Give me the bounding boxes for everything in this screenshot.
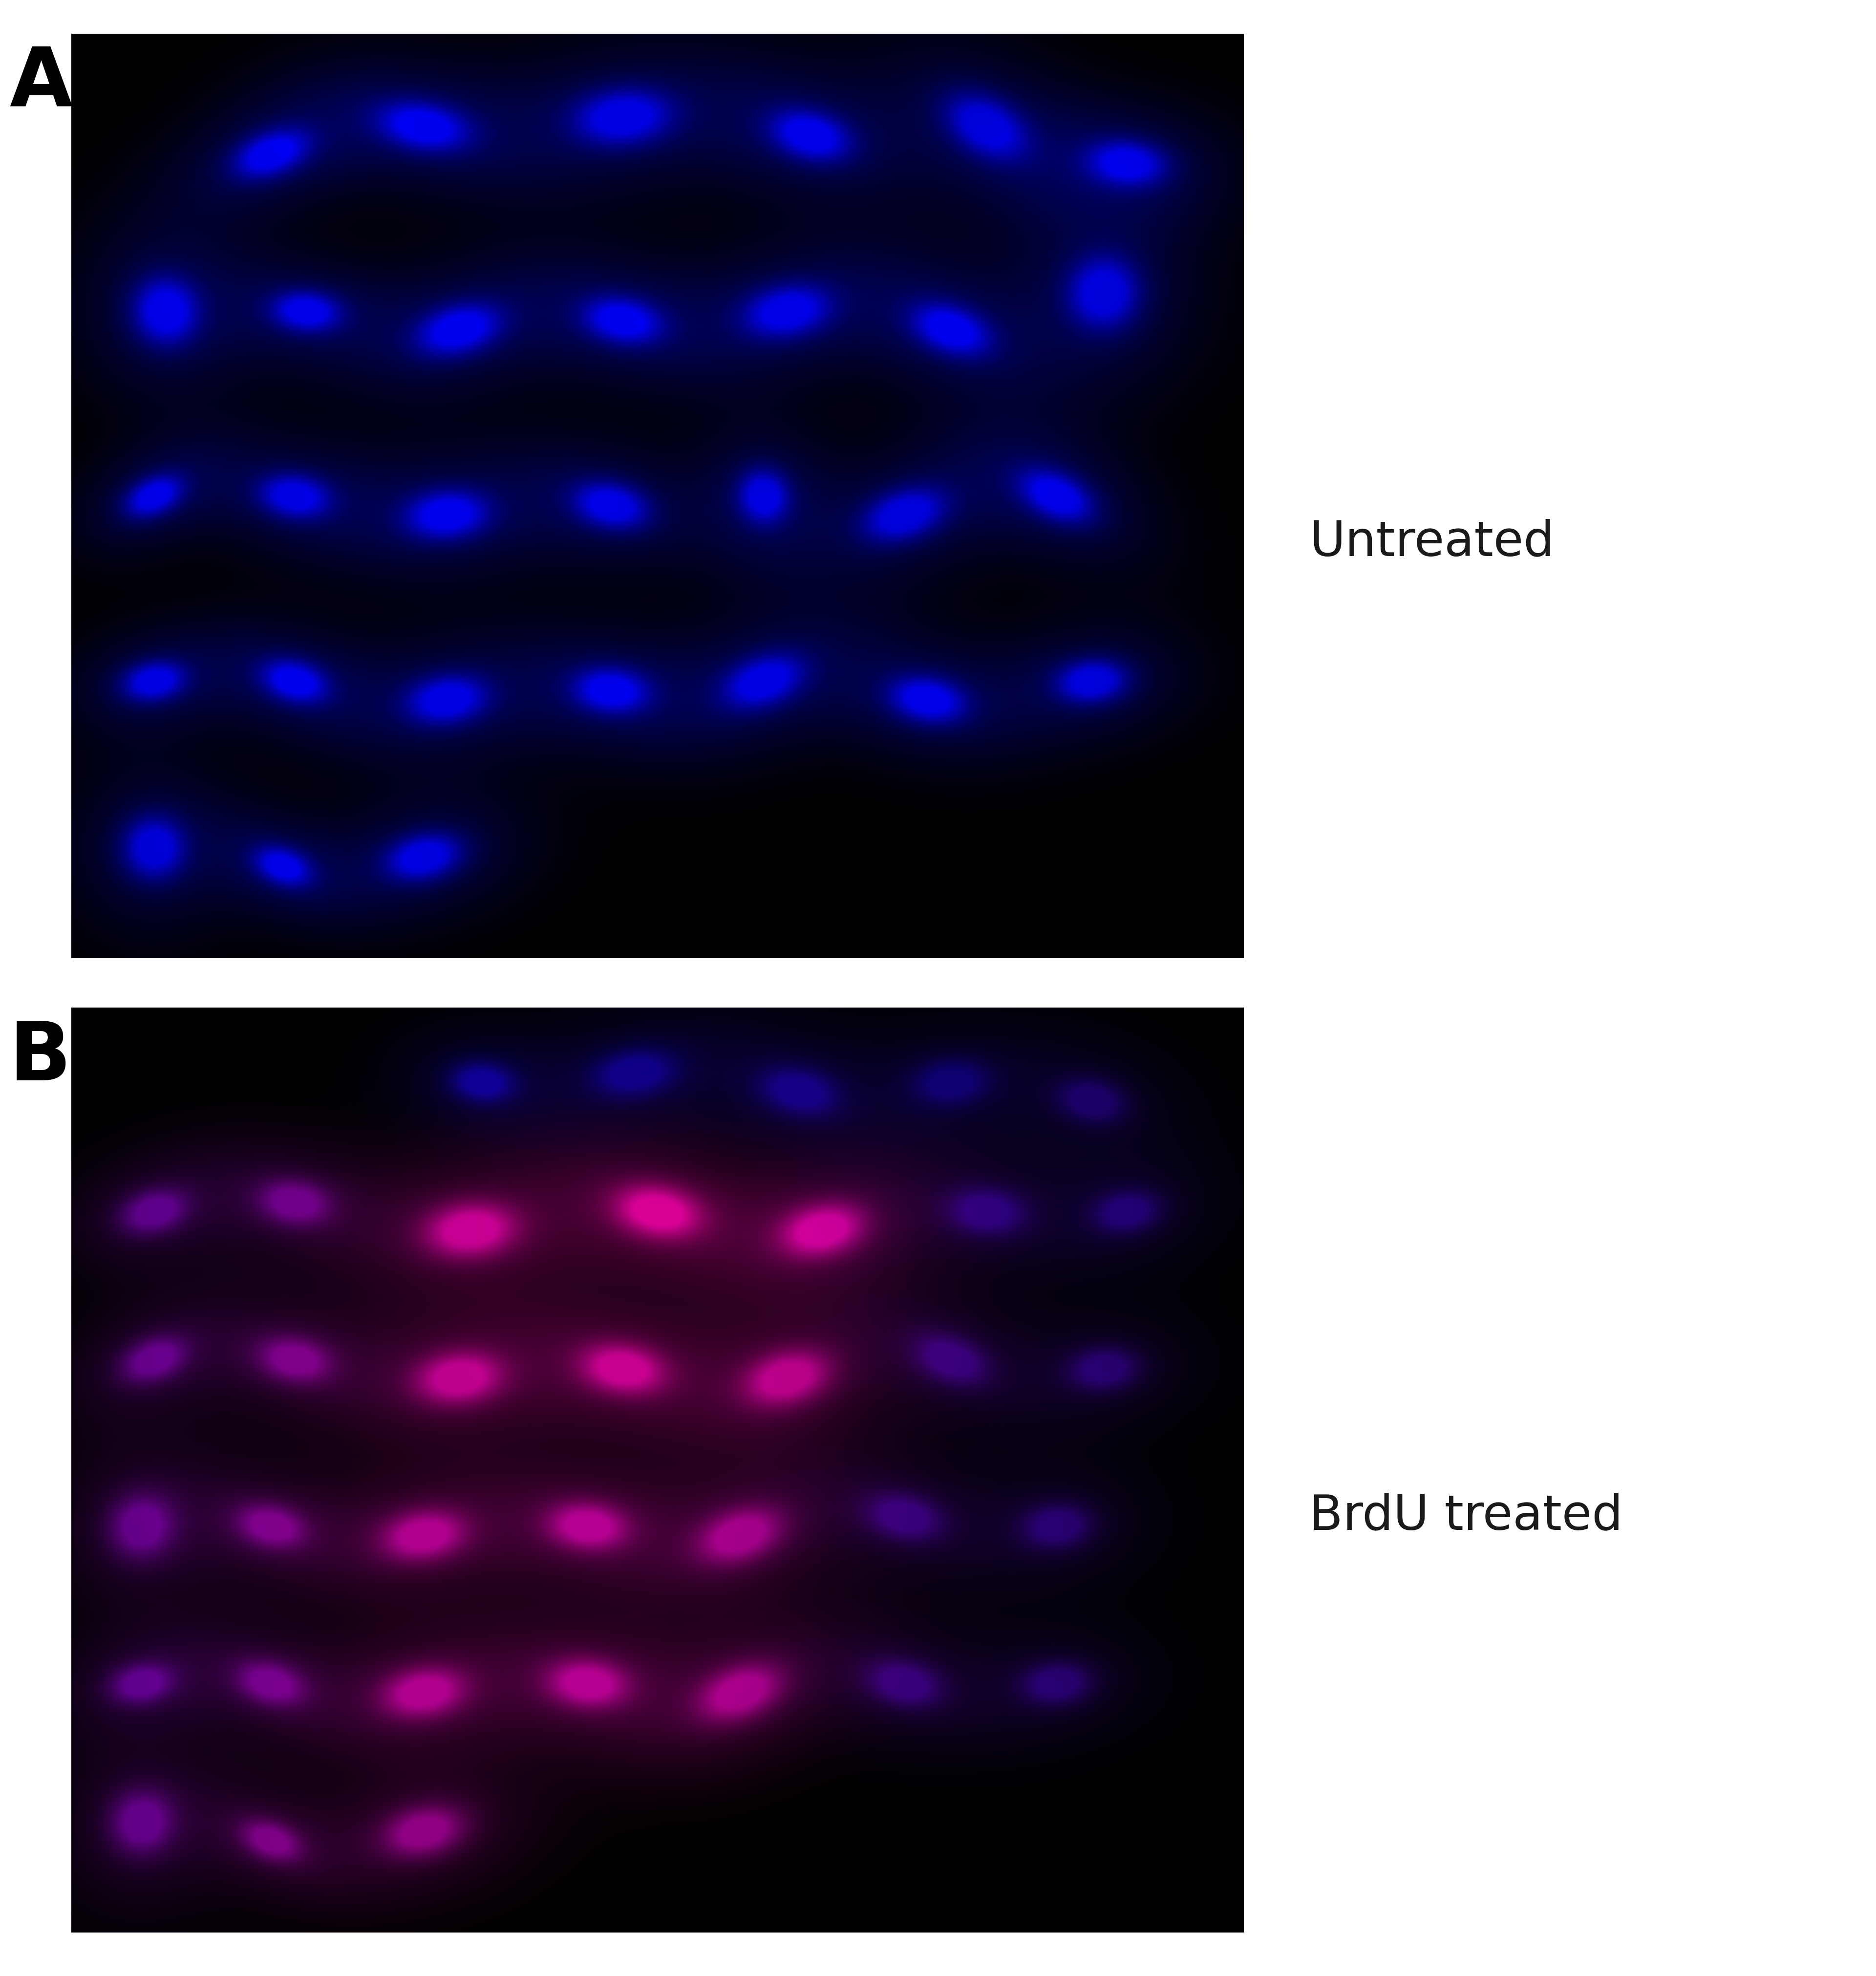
Text: A: A (9, 43, 73, 123)
Text: BrdU treated: BrdU treated (1309, 1492, 1623, 1539)
Text: Untreated: Untreated (1309, 518, 1555, 565)
Text: B: B (9, 1018, 71, 1097)
